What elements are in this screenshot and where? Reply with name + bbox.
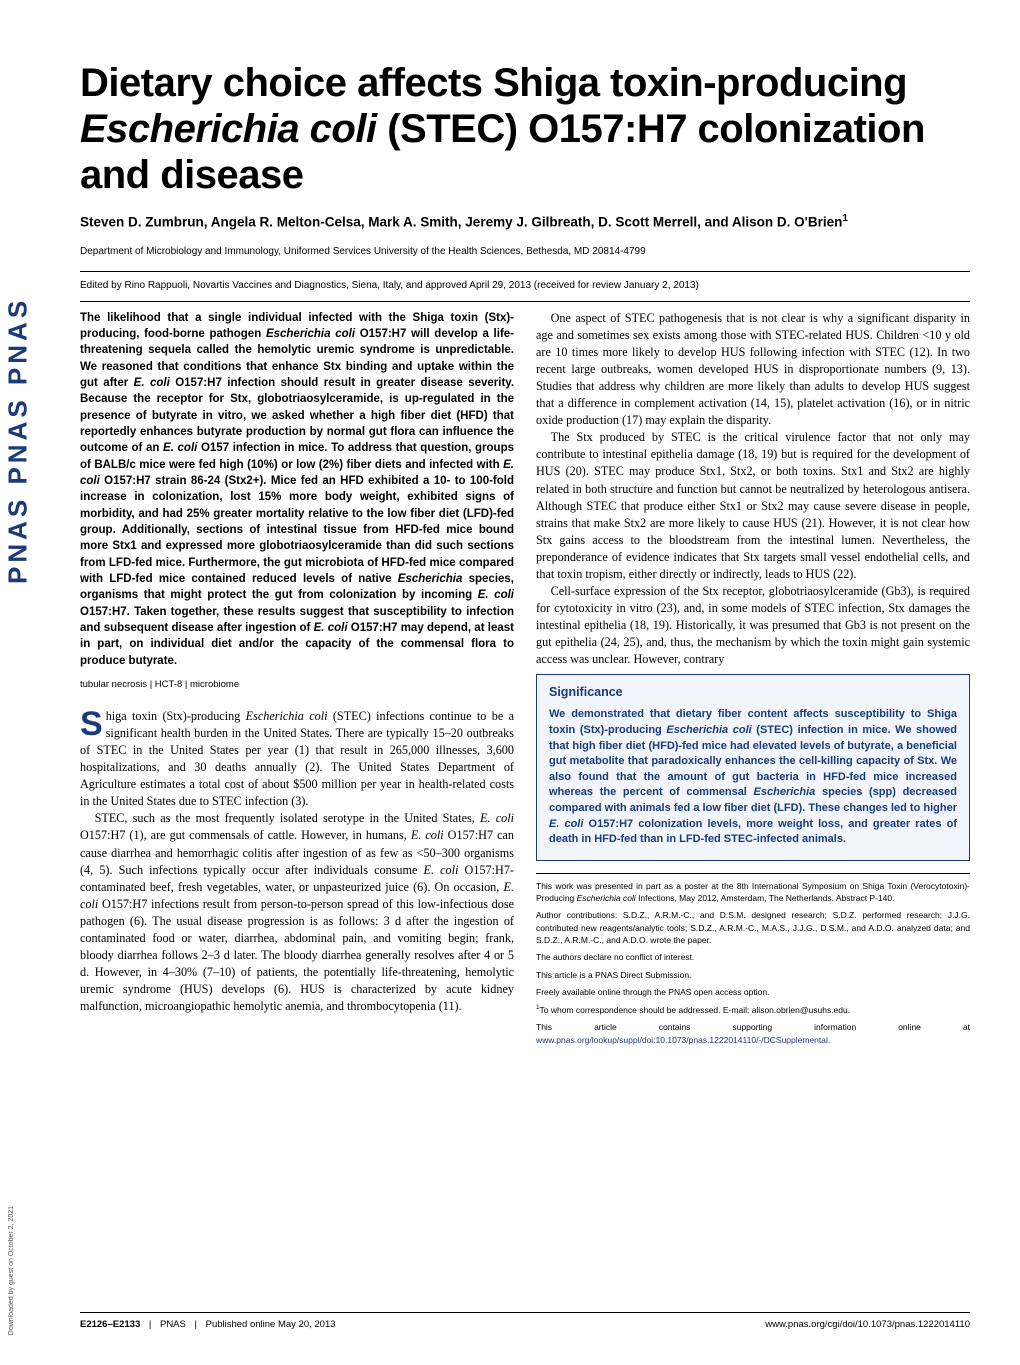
body-t: (STEC) infections continue to be a signi…	[80, 709, 514, 808]
title-species: Escherichia coli	[80, 107, 377, 151]
fn-t: .	[828, 1035, 830, 1045]
edited-line: Edited by Rino Rappuoli, Novartis Vaccin…	[80, 271, 970, 291]
footer-sep: |	[195, 1319, 197, 1330]
body-p2: STEC, such as the most frequently isolat…	[80, 810, 514, 1015]
title-line1: Dietary choice affects Shiga toxin-produ…	[80, 61, 907, 105]
body-r3: Cell-surface expression of the Stx recep…	[536, 583, 970, 668]
download-note: Downloaded by guest on October 2, 2021	[8, 1206, 15, 1335]
footer-pages: E2126–E2133	[80, 1319, 140, 1330]
body-i: Escherichia coli	[246, 709, 328, 723]
footnotes: This work was presented in part as a pos…	[536, 880, 970, 1046]
pnas-logo: PNAS PNAS PNAS	[4, 130, 32, 750]
body-text-left: Shiga toxin (Stx)-producing Escherichia …	[80, 708, 514, 1015]
footer-sep: |	[149, 1319, 151, 1330]
fn-t: To whom correspondence should be address…	[540, 1005, 851, 1015]
article-title: Dietary choice affects Shiga toxin-produ…	[80, 60, 970, 198]
body-text-right: One aspect of STEC pathogenesis that is …	[536, 310, 970, 669]
body-r2: The Stx produced by STEC is the critical…	[536, 429, 970, 583]
sig-i: E. coli	[549, 818, 583, 830]
abs-t: O157:H7 strain 86-24 (Stx2+). Mice fed a…	[80, 475, 514, 585]
body-t: O157:H7 (1), are gut commensals of cattl…	[80, 828, 411, 842]
footnote-rule	[536, 873, 970, 874]
footer-pubdate: Published online May 20, 2013	[206, 1319, 336, 1330]
right-column: One aspect of STEC pathogenesis that is …	[536, 310, 970, 1051]
dropcap: S	[80, 708, 106, 739]
body-p1: Shiga toxin (Stx)-producing Escherichia …	[80, 708, 514, 810]
affiliation: Department of Microbiology and Immunolog…	[80, 246, 970, 257]
left-column: The likelihood that a single individual …	[80, 310, 514, 1051]
body-i: E. coli	[480, 811, 514, 825]
page-content: Dietary choice affects Shiga toxin-produ…	[80, 60, 970, 1051]
significance-heading: Significance	[549, 685, 957, 699]
footnote-contributions: Author contributions: S.D.Z., A.R.M.-C.,…	[536, 909, 970, 946]
fn-t: This article contains supporting informa…	[536, 1022, 970, 1032]
sig-i: Escherichia coli	[666, 724, 751, 736]
author-list: Steven D. Zumbrun, Angela R. Melton-Cels…	[80, 212, 970, 232]
body-r1: One aspect of STEC pathogenesis that is …	[536, 310, 970, 430]
author-sup: 1	[842, 213, 848, 224]
abs-i: E. coli	[478, 589, 514, 601]
footnote-supplemental: This article contains supporting informa…	[536, 1021, 970, 1046]
significance-box: Significance We demonstrated that dietar…	[536, 674, 970, 860]
footer-doi: www.pnas.org/cgi/doi/10.1073/pnas.122201…	[765, 1319, 970, 1330]
footnote-conflict: The authors declare no conflict of inter…	[536, 951, 970, 963]
footer-left: E2126–E2133 | PNAS | Published online Ma…	[80, 1319, 336, 1330]
footnote-presented: This work was presented in part as a pos…	[536, 880, 970, 905]
footnote-submission: This article is a PNAS Direct Submission…	[536, 969, 970, 981]
abs-i: Escherichia	[398, 573, 463, 585]
title-line2b: (STEC) O157:H7 colonization	[377, 107, 925, 151]
sig-t: O157:H7 colonization levels, more weight…	[549, 818, 957, 846]
sig-i: Escherichia	[754, 786, 816, 798]
body-i: E. coli	[424, 863, 459, 877]
footer-journal: PNAS	[160, 1319, 186, 1330]
two-column-layout: The likelihood that a single individual …	[80, 301, 970, 1051]
footnote-correspondence: 1To whom correspondence should be addres…	[536, 1003, 970, 1016]
fn-i: Escherichia coli	[577, 893, 636, 903]
title-line3: and disease	[80, 153, 304, 197]
fn-t: Infections, May 2012, Amsterdam, The Net…	[636, 893, 895, 903]
body-i: E. coli	[411, 828, 444, 842]
abs-i: E. coli	[163, 442, 197, 454]
body-t: O157:H7 infections result from person-to…	[80, 897, 514, 1013]
significance-body: We demonstrated that dietary fiber conte…	[549, 707, 957, 847]
footnote-open-access: Freely available online through the PNAS…	[536, 986, 970, 998]
supplemental-link[interactable]: www.pnas.org/lookup/suppl/doi:10.1073/pn…	[536, 1035, 828, 1045]
page-footer: E2126–E2133 | PNAS | Published online Ma…	[80, 1312, 970, 1330]
body-t: STEC, such as the most frequently isolat…	[95, 811, 480, 825]
keywords: tubular necrosis | HCT-8 | microbiome	[80, 679, 514, 690]
body-t: higa toxin (Stx)-producing	[106, 709, 246, 723]
authors-text: Steven D. Zumbrun, Angela R. Melton-Cels…	[80, 215, 842, 230]
abs-i: E. coli	[314, 622, 348, 634]
abstract: The likelihood that a single individual …	[80, 310, 514, 669]
abs-i: E. coli	[134, 377, 170, 389]
abs-i: Escherichia coli	[266, 328, 355, 340]
